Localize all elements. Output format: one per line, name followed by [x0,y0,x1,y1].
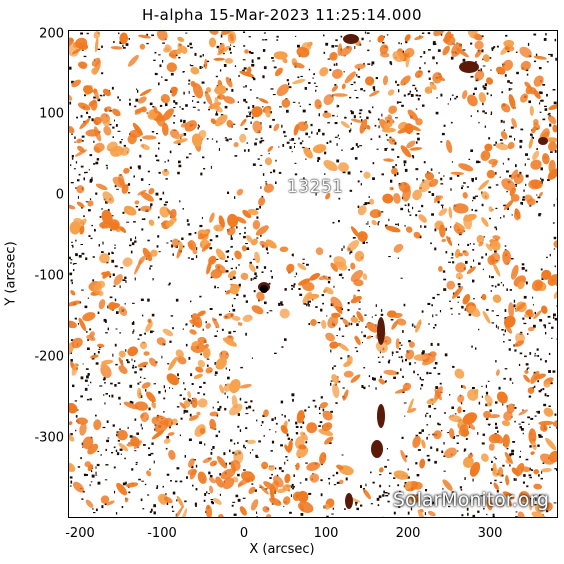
y-tick-label: -100 [34,268,64,284]
y-tick-label: 100 [39,106,64,122]
y-tick-label: 0 [55,187,64,203]
y-axis-label: Y (arcsec) [3,241,19,306]
y-tick-label: 200 [39,26,64,42]
active-region-label: 13251 [287,177,344,197]
y-tick-label: -300 [34,430,64,446]
x-tick-label: 0 [239,526,249,541]
y-tick-label: -200 [34,349,64,365]
x-tick-label: 200 [395,526,421,541]
solarmonitor-watermark: SolarMonitor.org [392,489,549,511]
x-tick-label: -100 [147,526,177,541]
x-tick-label: -200 [65,526,95,541]
solar-image-area: 13251 SolarMonitor.org [68,30,558,518]
x-axis-label: X (arcsec) [249,542,315,557]
h-alpha-texture [69,31,557,517]
x-tick-label: 100 [313,526,339,541]
plot-title: H-alpha 15-Mar-2023 11:25:14.000 [141,6,422,24]
x-tick-label: 300 [477,526,503,541]
